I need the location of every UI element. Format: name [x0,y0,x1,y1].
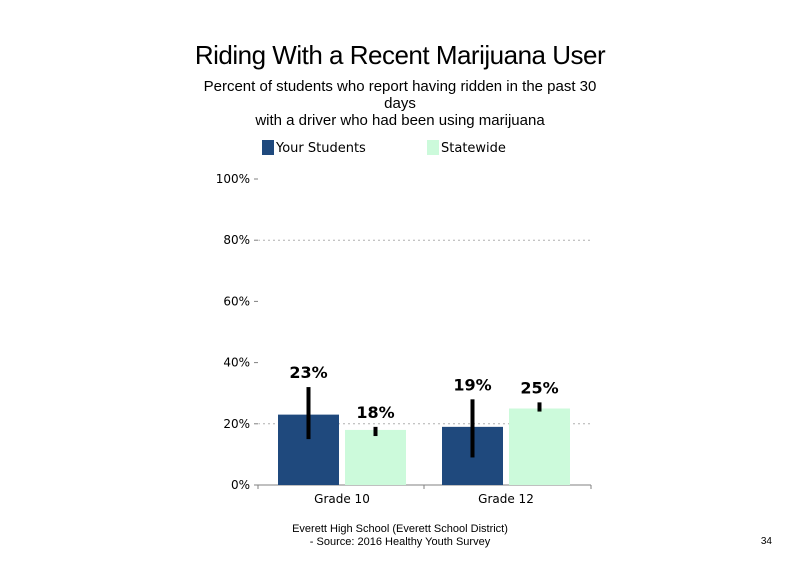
y-tick-label: 20% [223,417,250,431]
data-label: 19% [453,375,491,394]
bar-statewide-grade-12 [509,408,570,485]
x-tick-label: Grade 12 [478,492,534,506]
legend-label: Your Students [276,141,366,156]
y-tick-label: 100% [216,172,250,186]
subtitle-line: days [384,95,416,112]
subtitle-line: with a driver who had been using marijua… [255,112,545,129]
footer-line: - Source: 2016 Healthy Youth Survey [309,536,491,548]
y-tick-label: 80% [223,233,250,247]
legend-item-statewide: Statewide [427,140,506,158]
data-label: 18% [356,403,394,422]
chart-title: Riding With a Recent Marijuana User [194,40,606,70]
source-footer: Everett High School (Everett School Dist… [240,523,560,549]
x-tick-label: Grade 10 [314,492,370,506]
legend-swatch-statewide [427,140,439,155]
chart-subtitle: Percent of students who report having ri… [170,78,630,129]
y-tick-label: 0% [231,478,250,492]
subtitle-line: Percent of students who report having ri… [203,78,597,95]
footer-line: Everett High School (Everett School Dist… [292,523,508,535]
page-number: 34 [760,536,772,547]
data-label: 23% [289,363,327,382]
legend-swatch-your-students [262,140,274,155]
y-tick-label: 40% [223,356,250,370]
legend-item-your-students: Your Students [262,140,366,158]
legend-label: Statewide [441,141,506,156]
bar-statewide-grade-10 [345,429,406,485]
data-label: 25% [520,378,558,397]
y-tick-label: 60% [223,294,250,308]
